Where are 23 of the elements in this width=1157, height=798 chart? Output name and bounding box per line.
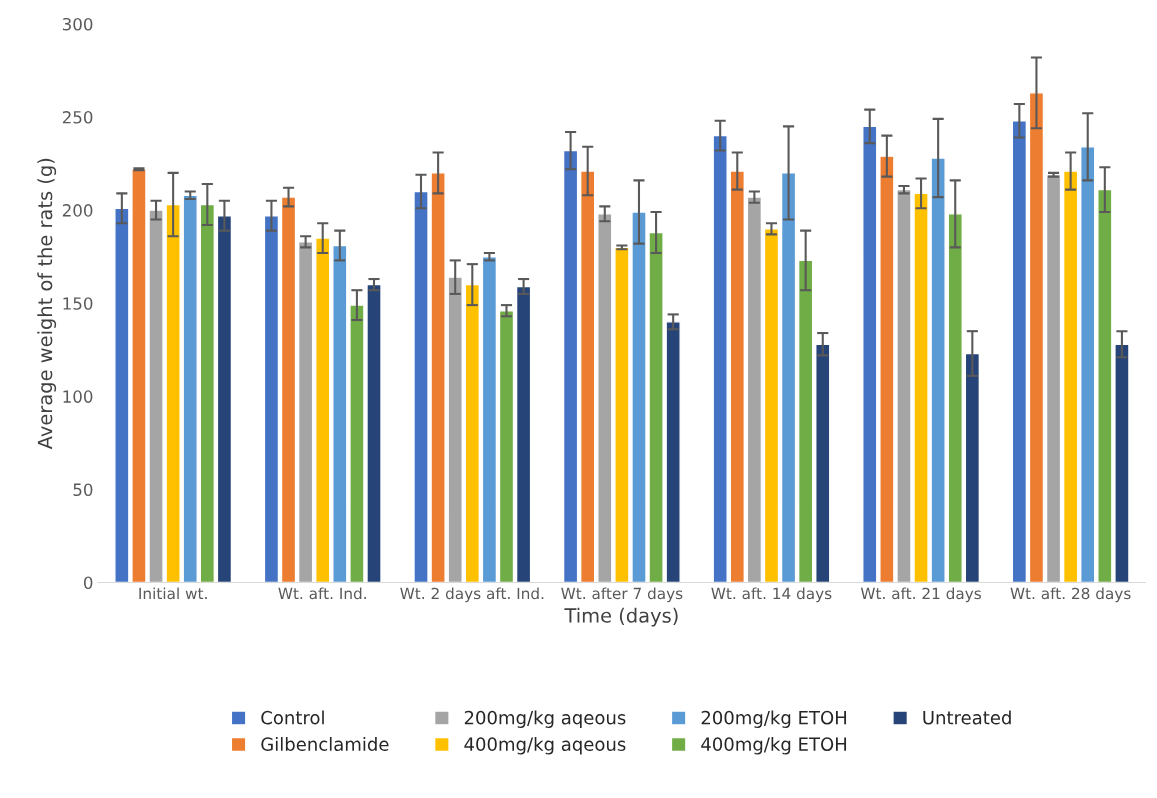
x-tick-label: Wt. aft. 14 days [711, 587, 832, 603]
y-tick-label: 150 [63, 297, 93, 310]
legend-label: 200mg/kg ETOH [701, 710, 847, 728]
x-tick-label: Wt. aft. Ind. [278, 587, 366, 600]
y-tick-label: 50 [73, 483, 93, 497]
legend-label: 200mg/kg aqeous [464, 710, 626, 728]
x-axis-title: Time (days) [564, 607, 678, 627]
legend-label: Gilbenclamide [261, 737, 389, 751]
x-tick-label: Wt. aft. 28 days [1010, 587, 1131, 603]
legend-label: Untreated [923, 710, 1011, 725]
y-tick-label: 300 [62, 17, 93, 31]
y-tick-label: 100 [63, 390, 93, 403]
x-tick-label: Wt. after 7 days [561, 587, 683, 603]
y-tick-label: 250 [62, 111, 93, 124]
legend-label: Control [261, 710, 324, 725]
y-axis-title: Average weight of the rats (g) [37, 158, 57, 450]
x-tick-label: Initial wt. [139, 587, 207, 600]
legend-label: 400mg/kg ETOH [701, 737, 847, 755]
legend-label: 400mg/kg aqeous [464, 737, 626, 755]
y-tick-label: 200 [62, 204, 93, 217]
x-tick-label: Wt. 2 days aft. Ind. [400, 587, 544, 603]
y-tick-label: 0 [83, 576, 93, 590]
x-tick-label: Wt. aft. 21 days [860, 587, 981, 603]
